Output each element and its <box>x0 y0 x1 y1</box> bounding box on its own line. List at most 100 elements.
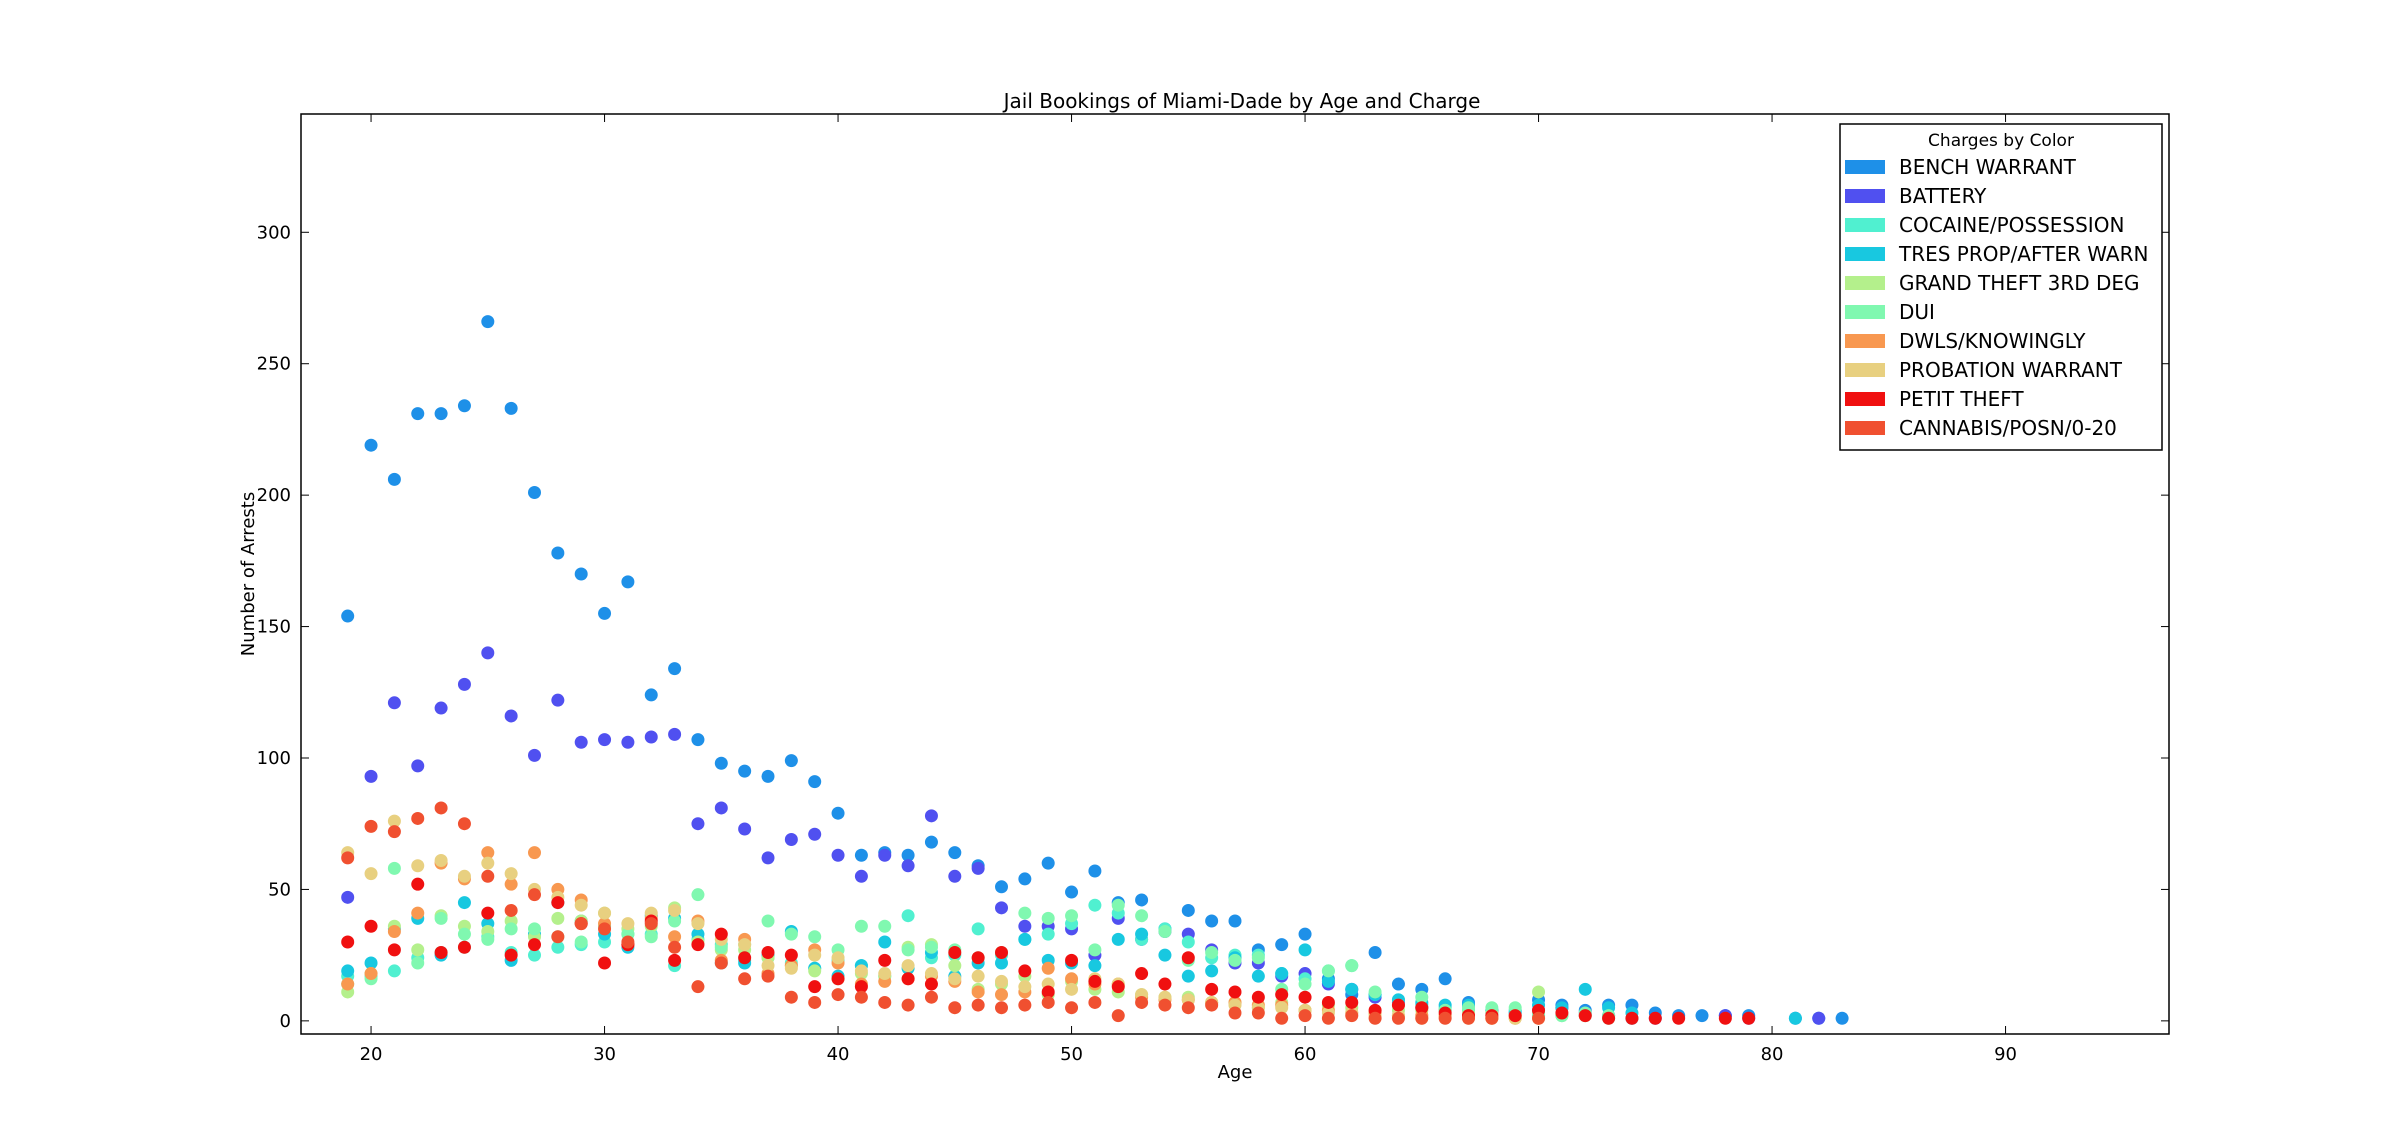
data-point <box>1088 864 1102 878</box>
data-point <box>738 972 752 986</box>
legend-label: DUI <box>1899 300 1935 324</box>
data-point <box>948 846 962 860</box>
data-point <box>341 609 355 623</box>
data-point <box>1135 927 1149 941</box>
data-point <box>1788 1011 1802 1025</box>
data-point <box>1251 969 1265 983</box>
data-point <box>481 932 495 946</box>
data-point <box>784 948 798 962</box>
data-point <box>1368 946 1382 960</box>
x-tick-label: 90 <box>1994 1044 2017 1065</box>
data-point <box>1041 995 1055 1009</box>
data-point <box>411 906 425 920</box>
data-point <box>387 825 401 839</box>
legend-swatch <box>1845 247 1885 261</box>
data-point <box>551 546 565 560</box>
data-point <box>1065 982 1079 996</box>
data-point <box>341 851 355 865</box>
data-point <box>1181 1001 1195 1015</box>
data-point <box>1018 932 1032 946</box>
data-point <box>878 967 892 981</box>
data-point <box>504 877 518 891</box>
legend-label: CANNABIS/POSN/0-20 <box>1899 416 2117 440</box>
data-point <box>1321 964 1335 978</box>
data-point <box>924 977 938 991</box>
data-point <box>481 869 495 883</box>
y-axis-title: Number of Arrests <box>238 492 259 656</box>
data-point <box>644 688 658 702</box>
data-point <box>668 930 682 944</box>
data-point <box>504 867 518 881</box>
data-point <box>411 859 425 873</box>
legend-title: Charges by Color <box>1928 131 2074 151</box>
data-point <box>1415 990 1429 1004</box>
data-point <box>1555 1006 1569 1020</box>
data-point <box>854 919 868 933</box>
data-point <box>995 1001 1008 1015</box>
data-point <box>948 972 962 986</box>
data-point <box>434 801 448 815</box>
legend-label: GRAND THEFT 3RD DEG <box>1899 271 2140 295</box>
data-point <box>1835 1011 1849 1025</box>
data-point <box>387 861 401 875</box>
data-point <box>1018 964 1032 978</box>
legend: Charges by Color BENCH WARRANT BATTERY COC… <box>1839 123 2163 451</box>
legend-swatch <box>1845 160 1885 174</box>
data-point <box>924 835 938 849</box>
data-point <box>1508 1009 1522 1023</box>
data-point <box>878 953 892 967</box>
data-point <box>574 917 588 931</box>
data-point <box>1275 967 1289 981</box>
data-point <box>1321 974 1335 988</box>
data-point <box>457 927 471 941</box>
data-point <box>1065 909 1079 923</box>
x-tick-label: 30 <box>593 1044 616 1065</box>
data-point <box>387 472 401 486</box>
data-point <box>901 859 915 873</box>
data-point <box>878 848 892 862</box>
data-point <box>901 943 915 957</box>
x-tick-label: 20 <box>360 1044 383 1065</box>
data-point <box>551 940 565 954</box>
data-point <box>691 980 705 994</box>
data-point <box>1181 951 1195 965</box>
data-point <box>831 806 845 820</box>
data-point <box>1228 914 1242 928</box>
data-point <box>1205 964 1219 978</box>
data-point <box>528 888 541 902</box>
data-point <box>1018 980 1032 994</box>
legend-label: COCAINE/POSSESSION <box>1899 213 2124 237</box>
series-cannabis-posn-0-20 <box>341 801 1546 1025</box>
data-point <box>1368 985 1382 999</box>
legend-label: DWLS/KNOWINGLY <box>1899 329 2086 353</box>
data-point <box>457 869 471 883</box>
data-point <box>1088 943 1102 957</box>
data-point <box>1321 995 1335 1009</box>
y-tick-label: 50 <box>268 879 291 900</box>
data-point <box>1228 985 1242 999</box>
data-point <box>784 990 798 1004</box>
data-point <box>1088 974 1102 988</box>
data-point <box>1602 1011 1616 1025</box>
data-point <box>364 769 378 783</box>
data-point <box>504 709 518 723</box>
data-point <box>714 801 728 815</box>
data-point <box>1018 919 1032 933</box>
data-point <box>948 946 962 960</box>
data-point <box>995 956 1008 970</box>
data-point <box>457 940 471 954</box>
data-point <box>644 917 658 931</box>
data-point <box>971 951 985 965</box>
data-point <box>808 775 822 789</box>
data-point <box>878 935 892 949</box>
data-point <box>1695 1009 1709 1023</box>
data-point <box>457 896 471 910</box>
chart-title: Jail Bookings of Miami-Dade by Age and C… <box>1002 89 1481 113</box>
data-point <box>1275 1011 1289 1025</box>
data-point <box>1018 998 1032 1012</box>
data-point <box>1298 977 1312 991</box>
data-point <box>738 764 752 778</box>
data-point <box>901 848 915 862</box>
legend-box <box>1839 123 2163 451</box>
data-point <box>1135 967 1149 981</box>
